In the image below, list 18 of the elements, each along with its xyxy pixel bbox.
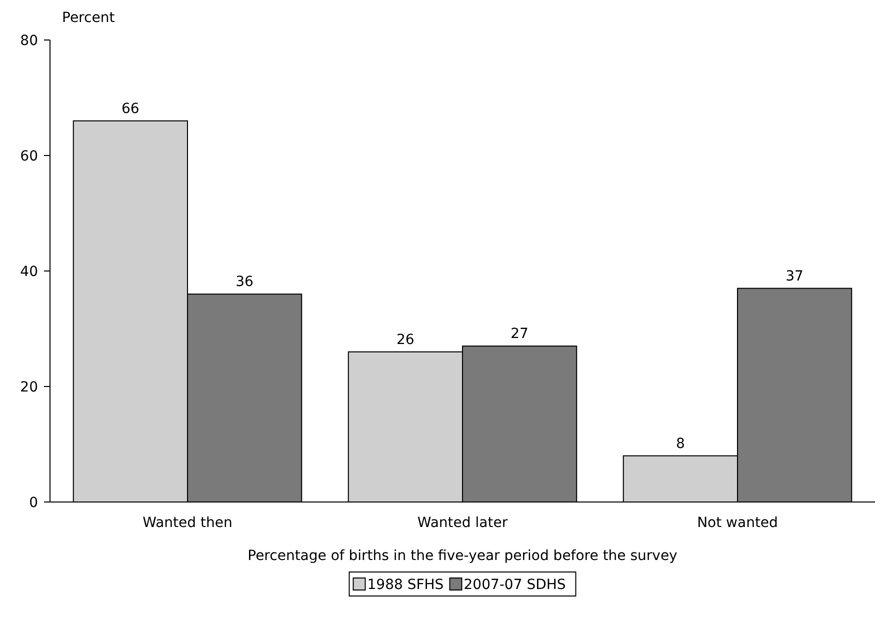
y-axis-title: Percent xyxy=(62,10,116,26)
x-axis-title: Percentage of births in the five-year period before the survey xyxy=(248,548,678,564)
y-tick-label: 40 xyxy=(20,264,38,280)
data-label: 27 xyxy=(510,326,528,342)
legend-label: 2007-07 SDHS xyxy=(464,576,566,593)
data-label: 26 xyxy=(396,332,414,348)
legend-label: 1988 SFHS xyxy=(367,576,444,593)
y-tick-label: 0 xyxy=(29,494,38,511)
data-label: 36 xyxy=(236,274,254,290)
x-tick-label: Not wanted xyxy=(697,515,778,531)
data-label: 66 xyxy=(122,100,140,117)
x-tick-label: Wanted later xyxy=(417,515,508,531)
data-label: 37 xyxy=(786,268,804,284)
y-tick-label: 80 xyxy=(20,32,38,49)
y-tick-label: 20 xyxy=(20,379,38,396)
data-label: 8 xyxy=(676,436,685,452)
x-tick-label: Wanted then xyxy=(142,515,232,531)
y-tick-label: 60 xyxy=(20,148,38,164)
